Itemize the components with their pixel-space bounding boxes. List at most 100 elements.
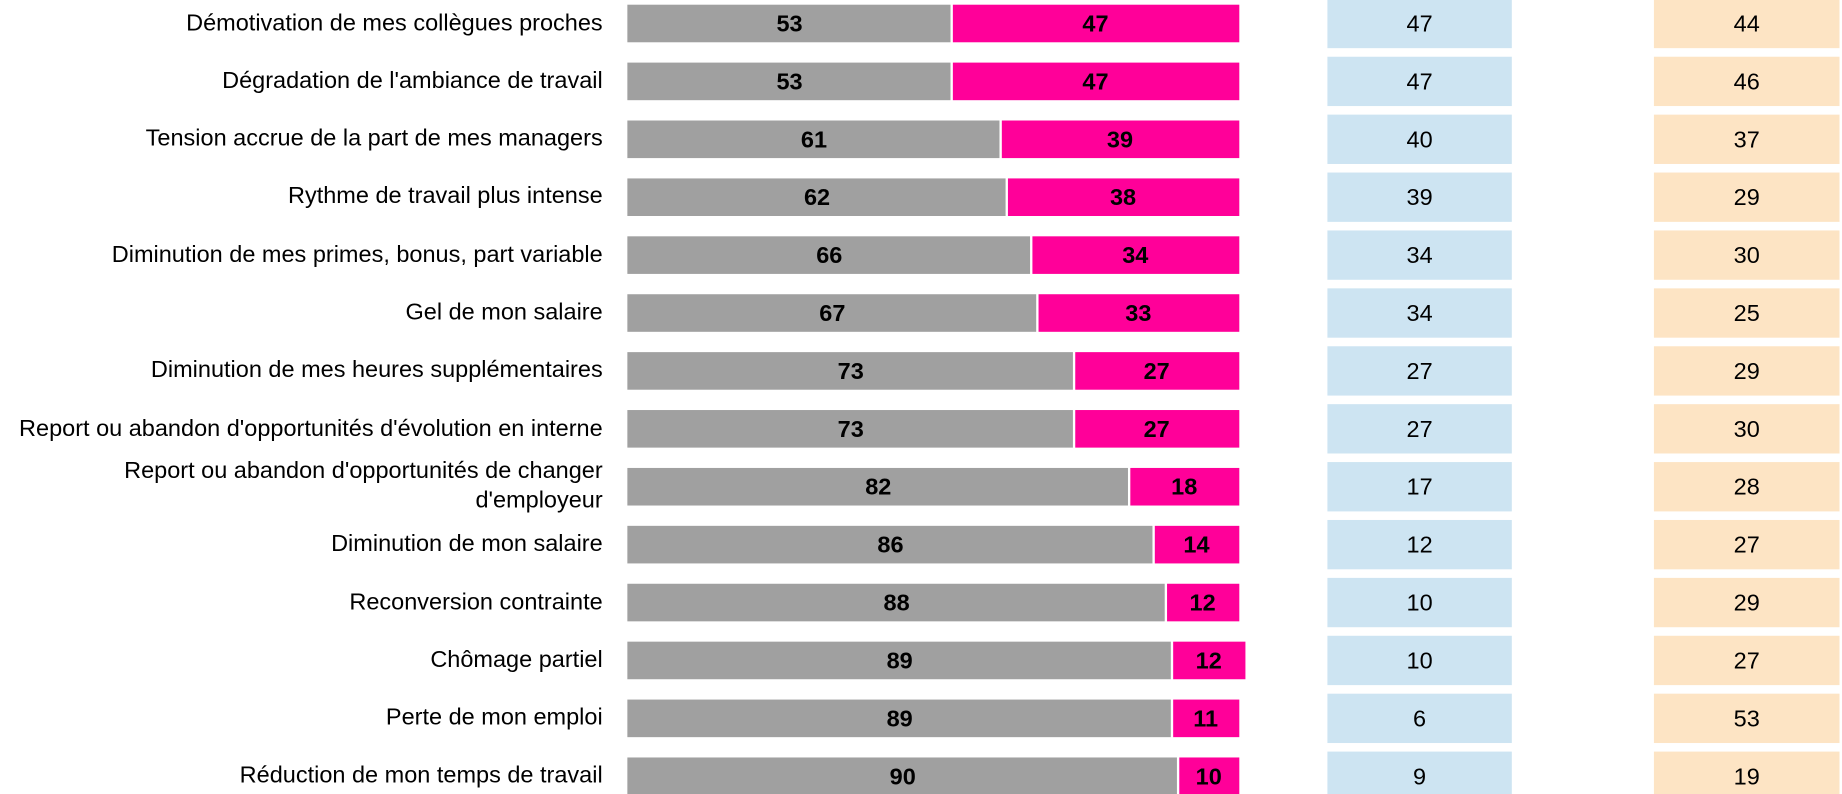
value-box bbox=[1653, 751, 1840, 794]
value-box bbox=[1653, 288, 1840, 338]
bar-segment bbox=[1154, 525, 1240, 564]
category-label-box: Démotivation de mes collègues proches bbox=[186, 9, 603, 36]
bar-value-label: 27 bbox=[1144, 416, 1170, 442]
bar-segment bbox=[627, 352, 1073, 390]
category-label-box: Diminution de mes heures supplémentaires bbox=[150, 357, 603, 384]
bar-value-label: 89 bbox=[887, 705, 913, 731]
category-label-box: Reconversion contrainte bbox=[349, 589, 603, 615]
bar-segment bbox=[1130, 467, 1240, 506]
category-label-box: Chômage partiel bbox=[430, 647, 602, 673]
category-label-box: Tension accrue de la part de mes manager… bbox=[146, 126, 603, 152]
value-box bbox=[1327, 56, 1512, 107]
bar-value-label: 47 bbox=[1082, 10, 1108, 36]
bar-value-label: 38 bbox=[1110, 184, 1136, 210]
category-label-box: Diminution de mes primes, bonus, part va… bbox=[111, 241, 603, 268]
box-value-label: 27 bbox=[1734, 532, 1760, 558]
value-box bbox=[1327, 346, 1512, 396]
value-box bbox=[1327, 288, 1512, 338]
category-label-box: Réduction de mon temps de travail bbox=[239, 762, 603, 789]
box-value-label: 47 bbox=[1407, 68, 1433, 94]
value-box bbox=[1653, 0, 1840, 49]
bar-segment bbox=[627, 583, 1165, 622]
box-value-label: 29 bbox=[1734, 590, 1760, 616]
bar-segment bbox=[627, 294, 1037, 332]
bar-segment bbox=[627, 178, 1006, 217]
box-value-label: 39 bbox=[1407, 184, 1433, 210]
bar-value-label: 90 bbox=[890, 763, 916, 789]
category-label: Diminution de mes primes, bonus, part va… bbox=[111, 241, 603, 268]
bar-segment bbox=[952, 4, 1240, 43]
box-value-label: 19 bbox=[1734, 763, 1760, 789]
bar-segment bbox=[1032, 236, 1240, 274]
bar-segment bbox=[1173, 641, 1246, 680]
value-box bbox=[1653, 172, 1840, 222]
bar-segment bbox=[627, 120, 1000, 159]
value-box bbox=[1327, 0, 1512, 49]
category-label: Démotivation de mes collègues proches bbox=[186, 9, 603, 36]
bar-value-label: 33 bbox=[1125, 300, 1151, 326]
bar-value-label: 53 bbox=[776, 68, 802, 94]
category-label: Rythme de travail plus intense bbox=[288, 183, 603, 210]
box-value-label: 27 bbox=[1734, 647, 1760, 673]
box-value-label: 29 bbox=[1734, 184, 1760, 210]
value-box bbox=[1327, 635, 1512, 686]
category-label-box: Diminution de mon salaire bbox=[331, 531, 603, 557]
bar-value-label: 73 bbox=[838, 358, 864, 384]
bar-segment bbox=[627, 236, 1031, 274]
box-value-label: 34 bbox=[1407, 300, 1433, 326]
box-value-label: 10 bbox=[1407, 590, 1433, 616]
category-label: Diminution de mon salaire bbox=[331, 531, 603, 557]
box-value-label: 17 bbox=[1407, 474, 1433, 500]
value-box bbox=[1327, 172, 1512, 222]
value-box bbox=[1653, 56, 1840, 107]
box-value-label: 46 bbox=[1734, 68, 1760, 94]
value-box bbox=[1653, 404, 1840, 454]
bar-value-label: 62 bbox=[804, 184, 830, 210]
bar-value-label: 34 bbox=[1122, 242, 1148, 268]
bar-value-label: 12 bbox=[1190, 590, 1216, 616]
bar-segment bbox=[627, 641, 1171, 680]
value-box bbox=[1653, 346, 1840, 396]
bar-value-label: 53 bbox=[776, 10, 802, 36]
box-value-label: 40 bbox=[1407, 126, 1433, 152]
box-value-label: 37 bbox=[1734, 126, 1760, 152]
value-box bbox=[1327, 462, 1512, 512]
box-value-label: 30 bbox=[1734, 242, 1760, 268]
box-value-label: 28 bbox=[1734, 474, 1760, 500]
value-box bbox=[1653, 635, 1840, 686]
value-box bbox=[1653, 577, 1840, 628]
value-box bbox=[1327, 751, 1512, 794]
value-box bbox=[1653, 519, 1840, 570]
bar-segment bbox=[627, 757, 1177, 794]
bar-segment bbox=[952, 62, 1240, 101]
category-label: Reconversion contrainte bbox=[349, 589, 603, 615]
bar-segment bbox=[627, 410, 1073, 448]
box-value-label: 25 bbox=[1734, 300, 1760, 326]
category-label: Diminution de mes heures supplémentaires bbox=[150, 357, 603, 384]
bar-segment bbox=[1167, 583, 1240, 622]
bar-value-label: 61 bbox=[801, 126, 827, 152]
bar-segment bbox=[1179, 757, 1240, 794]
category-label: Report ou abandon d'opportunités de chan… bbox=[124, 458, 603, 514]
category-label-box: Perte de mon emploi bbox=[386, 705, 603, 731]
bar-segment bbox=[1038, 294, 1240, 332]
box-value-label: 29 bbox=[1734, 358, 1760, 384]
category-label: Gel de mon salaire bbox=[405, 299, 603, 326]
value-box bbox=[1653, 462, 1840, 512]
bar-value-label: 88 bbox=[884, 590, 910, 616]
bar-value-label: 18 bbox=[1171, 474, 1197, 500]
bar-segment bbox=[627, 4, 951, 43]
box-value-label: 53 bbox=[1734, 705, 1760, 731]
bar-value-label: 47 bbox=[1082, 68, 1108, 94]
value-box bbox=[1327, 577, 1512, 628]
box-value-label: 9 bbox=[1413, 763, 1426, 789]
category-label-box: Report ou abandon d'opportunités d'évolu… bbox=[19, 415, 603, 442]
bar-value-label: 73 bbox=[838, 416, 864, 442]
category-label: Report ou abandon d'opportunités d'évolu… bbox=[19, 415, 603, 442]
category-label-box: Gel de mon salaire bbox=[405, 299, 603, 326]
bar-value-label: 89 bbox=[887, 647, 913, 673]
category-label: Réduction de mon temps de travail bbox=[239, 762, 603, 789]
value-box bbox=[1653, 693, 1840, 744]
bar-segment bbox=[627, 525, 1153, 564]
